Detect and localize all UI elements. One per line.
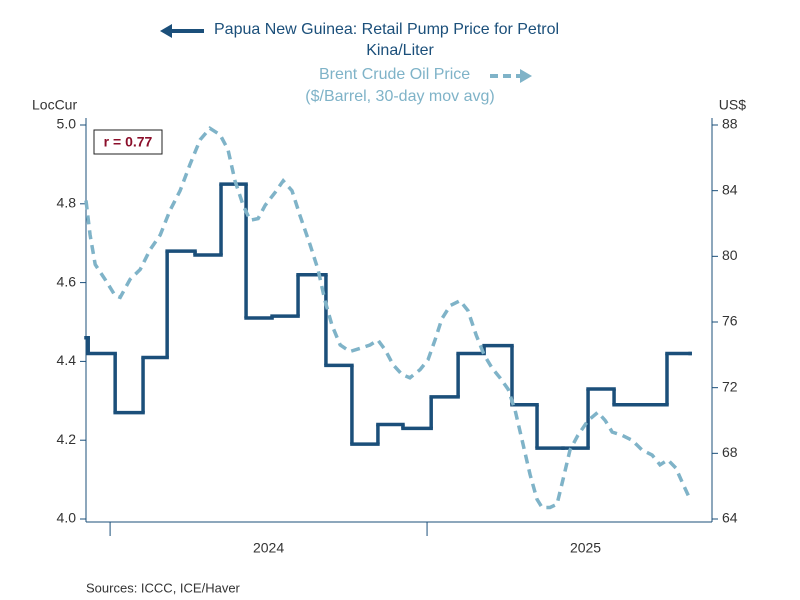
legend-arrow (160, 24, 172, 38)
y-tick-label: 4.0 (57, 510, 77, 526)
y-axis-label: LocCur (32, 97, 77, 113)
legend-arrow (520, 69, 532, 83)
x-tick-label: 2024 (253, 540, 284, 556)
y2-tick-label: 76 (722, 313, 738, 329)
y2-tick-label: 80 (722, 247, 738, 263)
y2-tick-label: 68 (722, 444, 738, 460)
y-tick-label: 5.0 (57, 116, 77, 132)
legend-note: ($/Barrel, 30-day mov avg) (305, 88, 494, 105)
legend-label: Brent Crude Oil Price (319, 66, 470, 83)
y2-tick-label: 64 (722, 510, 738, 526)
source: Sources: ICCC, ICE/Haver (86, 580, 241, 595)
y2-tick-label: 84 (722, 181, 738, 197)
legend-label: Papua New Guinea: Retail Pump Price for … (214, 21, 559, 38)
y-tick-label: 4.4 (57, 352, 77, 368)
legend-note: Kina/Liter (366, 42, 434, 59)
series-line (84, 126, 692, 510)
y2-tick-label: 72 (722, 378, 738, 394)
x-tick-label: 2025 (570, 540, 601, 556)
y-tick-label: 4.8 (57, 195, 77, 211)
annotation: r = 0.77 (104, 134, 153, 150)
annotation-box (93, 129, 163, 155)
y-tick-label: 4.6 (57, 273, 77, 289)
y2-axis-label: US$ (719, 97, 746, 113)
y2-tick-label: 88 (722, 116, 738, 132)
y-tick-label: 4.2 (57, 431, 77, 447)
